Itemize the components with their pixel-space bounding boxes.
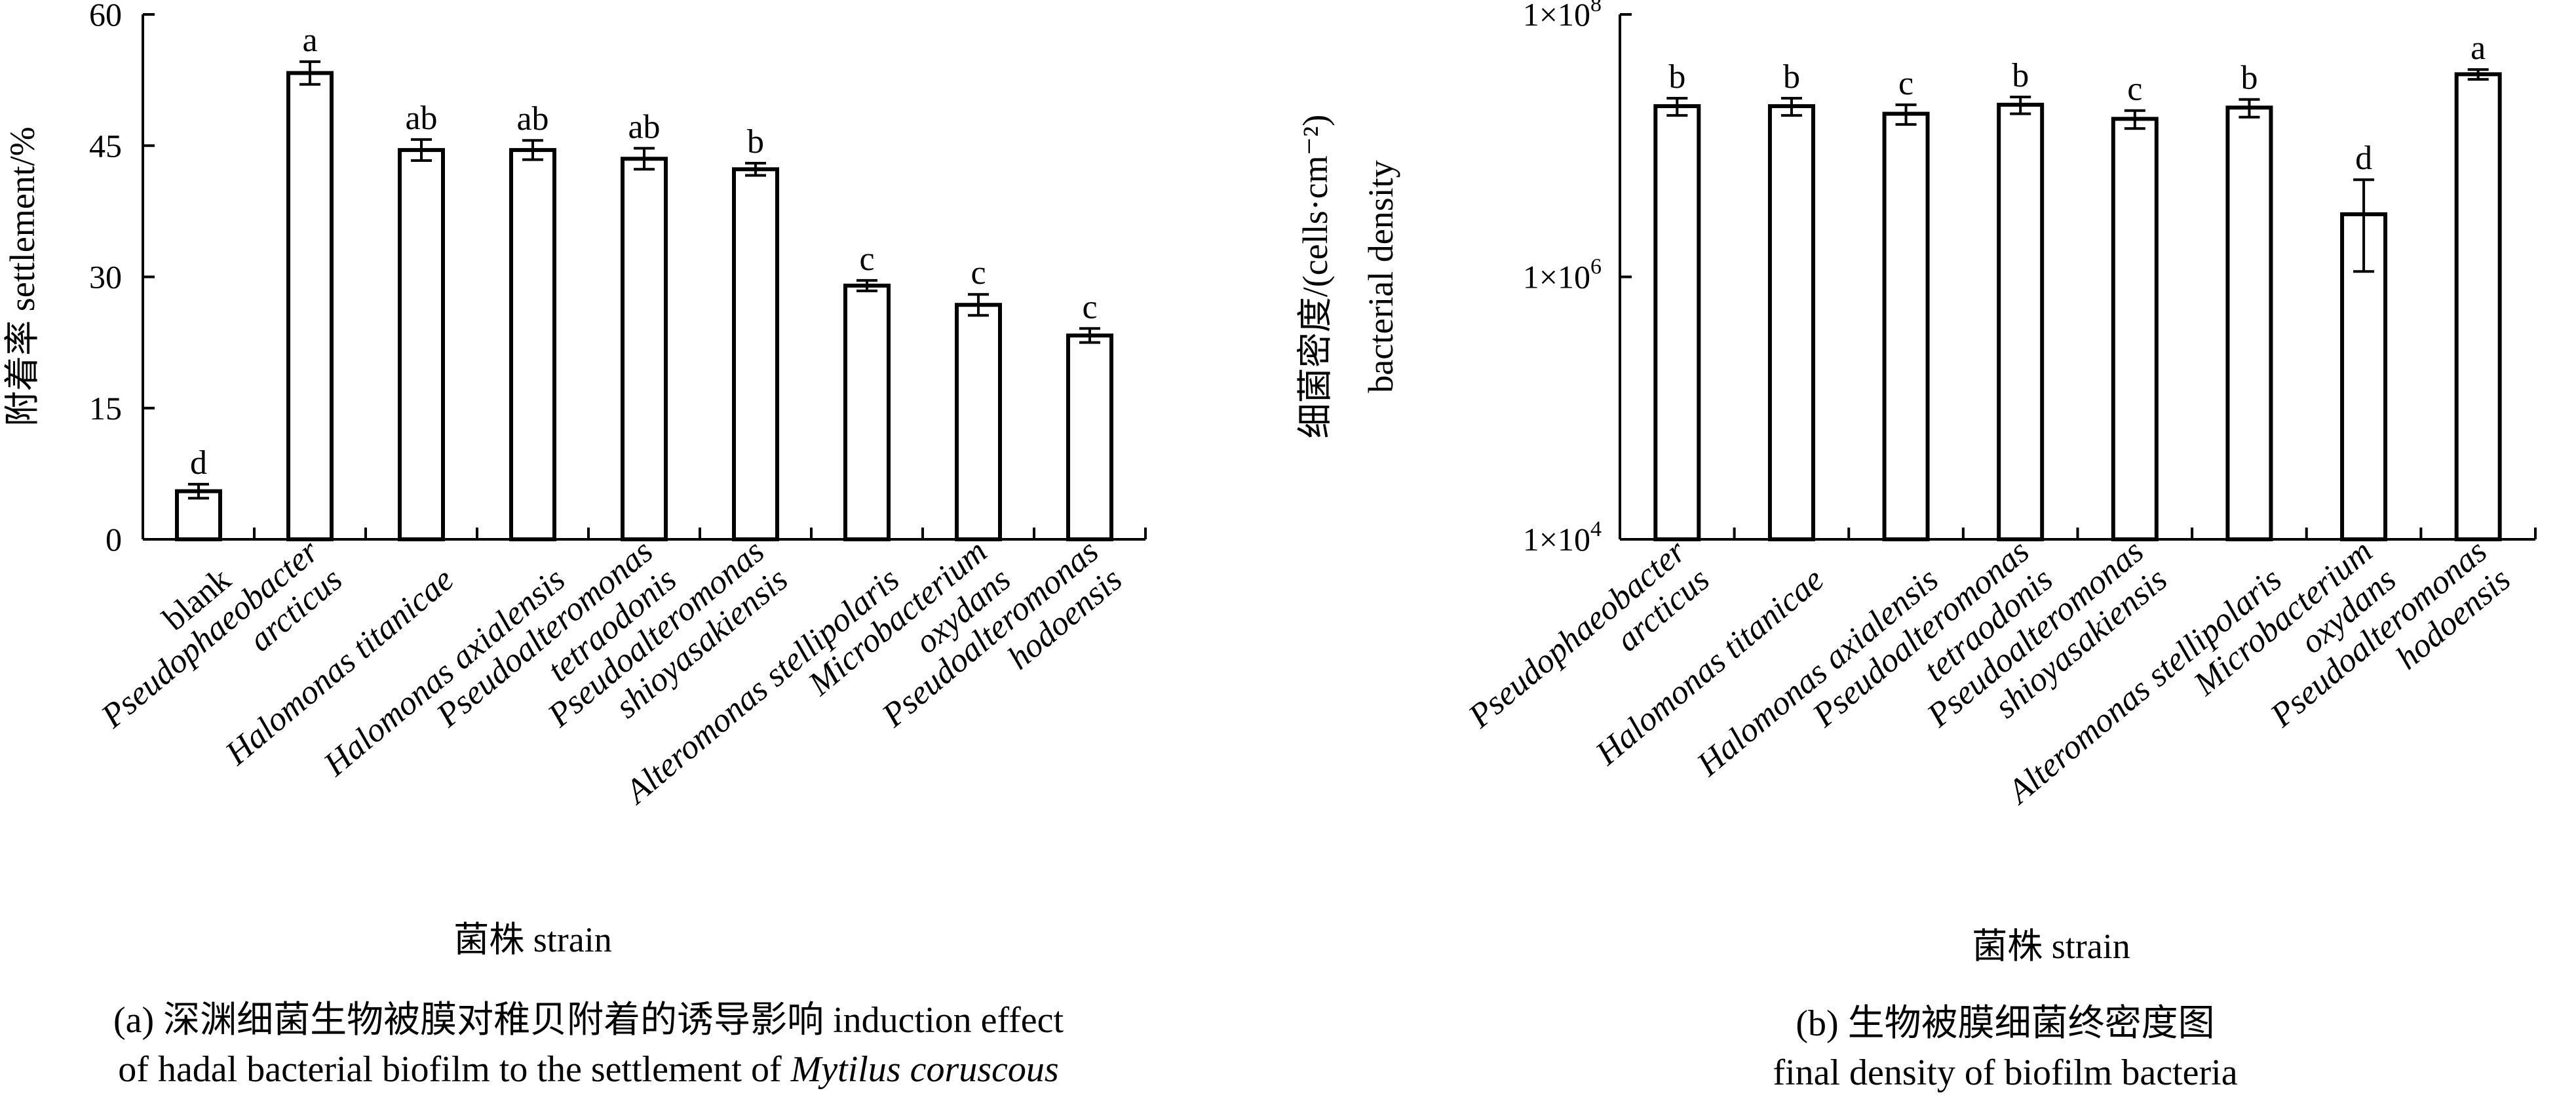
panel-a-significance-letter: b xyxy=(747,123,764,161)
panel-b-y-tick-label: 1×108 xyxy=(1523,0,1602,33)
panel-a-y-tick-label: 0 xyxy=(106,521,122,558)
panel-b-significance-letter: c xyxy=(1898,65,1913,102)
panel-a-significance-letter: c xyxy=(859,241,874,278)
panel-a-y-tick-label: 15 xyxy=(89,390,122,427)
panel-b-bar xyxy=(1653,104,1701,541)
panel-a-x-axis-title: 菌株 strain xyxy=(453,920,611,959)
panel-a-significance-letter: ab xyxy=(516,100,548,138)
panel-b-caption-line-2: final density of biofilm bacteria xyxy=(1773,1052,2237,1093)
panel-b-y-tick-exponent: 6 xyxy=(1590,255,1602,279)
panel-b-bar xyxy=(2225,106,2273,541)
panel-b-y-axis-title-line-2: bacterial density xyxy=(1361,160,1400,393)
panel-b-category-label: Pseudoalteromonashodoensis xyxy=(2263,533,2517,763)
panel-b-y-tick-exponent: 8 xyxy=(1590,0,1602,16)
panel-b-bar xyxy=(1767,104,1815,541)
panel-b-y-tick-mantissa: 1×10 xyxy=(1523,0,1590,33)
panel-a-y-axis-title: 附着率 settlement/% xyxy=(3,126,42,426)
panel-b-y-axis-title-line-1: 细菌密度/(cells·cm⁻²) xyxy=(1296,115,1335,439)
panel-b-y-tick-mantissa: 1×10 xyxy=(1523,259,1590,296)
panel-a-bar xyxy=(286,71,334,541)
panel-a-y-axis-group: 0 15 30 45 60 xyxy=(89,0,155,558)
panel-a-category-labels: blankPseudophaeobacterarcticusHalomonas … xyxy=(94,532,1129,812)
panel-a-caption-line-2: of hadal bacterial biofilm to the settle… xyxy=(118,1049,1058,1090)
panel-b-y-tick-mantissa: 1×10 xyxy=(1523,521,1590,558)
panel-b-bar xyxy=(1997,102,2045,541)
panel-a-y-tick-label: 60 xyxy=(89,0,122,33)
panel-b-significance-letter: b xyxy=(2012,57,2029,94)
panel-a-caption-line-2-species: Mytilus coruscous xyxy=(790,1049,1059,1090)
panel-b-y-tick-exponent: 4 xyxy=(1590,517,1602,541)
panel-a-significance-letter: d xyxy=(190,444,207,482)
panel-a-bar xyxy=(509,147,556,542)
panel-a-significance-letter: ab xyxy=(628,108,660,145)
panel-a-chart: 0 15 30 45 60 d a ab ab ab b c c c blankPseudophaeob… xyxy=(3,0,1147,1090)
panel-a-bar xyxy=(955,303,1002,541)
panel-a-bar xyxy=(1066,333,1113,541)
panel-b-significance-letter: a xyxy=(2470,29,2486,67)
panel-a-bar xyxy=(621,157,668,541)
panel-a-significance-letter: a xyxy=(302,22,317,59)
panel-b-significance-letter: d xyxy=(2355,140,2372,177)
panel-a-category-label: Pseudoalteromonashodoensis xyxy=(875,533,1129,763)
panel-a-bar xyxy=(843,283,891,541)
panel-b-bar xyxy=(2111,117,2159,541)
panel-b-significance-letter: b xyxy=(2240,60,2258,97)
panel-b-x-axis-title: 菌株 strain xyxy=(1972,927,2130,966)
panel-b-significance-letter: b xyxy=(1668,58,1685,96)
panel-a-bar xyxy=(398,147,445,542)
panel-b-significance-letter: c xyxy=(2127,71,2142,108)
panel-a-caption-line-1: (a) 深渊细菌生物被膜对稚贝附着的诱导影响 induction effect xyxy=(113,1000,1064,1041)
panel-a-significance-letter: c xyxy=(1082,288,1097,326)
panel-a-significance-letter: c xyxy=(971,254,986,292)
panel-a-caption-line-2-prefix: of hadal bacterial biofilm to the settle… xyxy=(118,1049,790,1090)
panel-a-bar xyxy=(732,167,779,542)
panel-b-y-tick-label: 1×106 xyxy=(1523,255,1602,296)
panel-b-caption-line-1: (b) 生物被膜细菌终密度图 xyxy=(1796,1003,2214,1044)
panel-b-bars: b b c b c b d a xyxy=(1653,29,2537,542)
panel-b-category-label: Pseudophaeobacterarcticus xyxy=(1461,532,1717,763)
panel-a-significance-letter: ab xyxy=(405,100,437,137)
panel-a-bars: d a ab ab ab b c c c xyxy=(175,22,1147,542)
panel-a-y-tick-label: 30 xyxy=(89,259,122,296)
panel-b-significance-letter: b xyxy=(1783,58,1800,96)
panel-a-category-label: Pseudophaeobacterarcticus xyxy=(94,532,349,763)
panel-b-bar xyxy=(1882,111,1930,542)
panel-a-y-tick-label: 45 xyxy=(89,127,122,164)
panel-b-bar xyxy=(2454,72,2502,542)
panel-b-y-tick-label: 1×104 xyxy=(1523,517,1602,558)
